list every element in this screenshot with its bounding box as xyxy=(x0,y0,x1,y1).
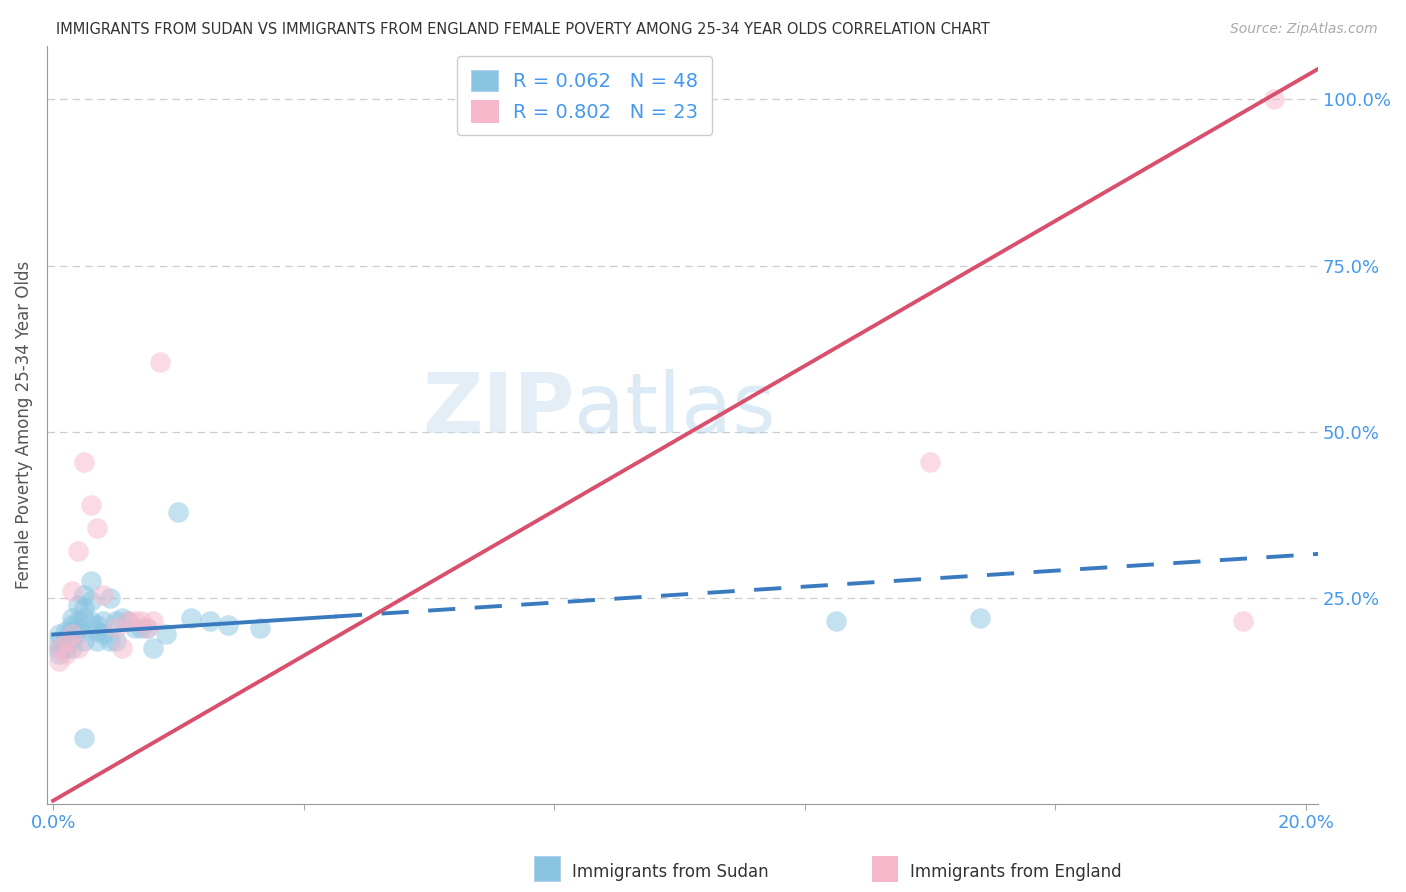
Point xyxy=(149,355,172,369)
Point xyxy=(73,455,96,469)
Point xyxy=(86,624,108,639)
Point xyxy=(67,598,90,612)
Point xyxy=(73,588,96,602)
Point xyxy=(136,621,159,635)
Point xyxy=(180,611,202,625)
Point xyxy=(55,640,77,655)
Point xyxy=(48,640,70,655)
Point xyxy=(91,627,114,641)
Point xyxy=(80,498,103,512)
Point xyxy=(1232,614,1254,628)
Point xyxy=(80,594,103,608)
Point xyxy=(86,521,108,535)
Legend: R = 0.062   N = 48, R = 0.802   N = 23: R = 0.062 N = 48, R = 0.802 N = 23 xyxy=(457,56,711,136)
Point xyxy=(67,627,90,641)
Point xyxy=(104,614,127,628)
Point xyxy=(136,621,159,635)
Point xyxy=(60,584,83,599)
Point xyxy=(48,627,70,641)
Point xyxy=(73,731,96,745)
Point xyxy=(86,634,108,648)
Point xyxy=(60,627,83,641)
Text: atlas: atlas xyxy=(575,369,776,450)
Point xyxy=(249,621,271,635)
Point xyxy=(918,455,941,469)
Point xyxy=(142,640,165,655)
Point xyxy=(167,504,190,518)
Point xyxy=(48,654,70,668)
Point xyxy=(104,621,127,635)
Point xyxy=(825,614,848,628)
Point xyxy=(60,611,83,625)
Point xyxy=(67,614,90,628)
Point xyxy=(104,634,127,648)
Point xyxy=(86,617,108,632)
Point xyxy=(60,624,83,639)
Point xyxy=(117,614,139,628)
Point xyxy=(117,614,139,628)
Point xyxy=(55,631,77,645)
Point xyxy=(60,617,83,632)
Point xyxy=(60,640,83,655)
Point xyxy=(73,611,96,625)
Point xyxy=(91,588,114,602)
Point xyxy=(98,591,121,605)
Point xyxy=(218,617,240,632)
Point xyxy=(55,634,77,648)
Point xyxy=(142,614,165,628)
Point xyxy=(111,640,134,655)
Y-axis label: Female Poverty Among 25-34 Year Olds: Female Poverty Among 25-34 Year Olds xyxy=(15,261,32,590)
Point xyxy=(67,544,90,558)
Point xyxy=(91,614,114,628)
Point xyxy=(73,600,96,615)
Point xyxy=(124,621,146,635)
Point xyxy=(969,611,991,625)
Point xyxy=(55,624,77,639)
Text: Source: ZipAtlas.com: Source: ZipAtlas.com xyxy=(1230,22,1378,37)
Point xyxy=(60,631,83,645)
Point xyxy=(73,634,96,648)
Point xyxy=(80,574,103,589)
Text: Immigrants from England: Immigrants from England xyxy=(910,863,1122,881)
Point xyxy=(198,614,221,628)
Point xyxy=(129,621,152,635)
Point xyxy=(1263,92,1285,106)
Point xyxy=(48,640,70,655)
Point xyxy=(98,634,121,648)
Text: Immigrants from Sudan: Immigrants from Sudan xyxy=(572,863,769,881)
Point xyxy=(67,640,90,655)
Point xyxy=(55,634,77,648)
Text: IMMIGRANTS FROM SUDAN VS IMMIGRANTS FROM ENGLAND FEMALE POVERTY AMONG 25-34 YEAR: IMMIGRANTS FROM SUDAN VS IMMIGRANTS FROM… xyxy=(56,22,990,37)
Point xyxy=(155,627,177,641)
Point xyxy=(48,648,70,662)
Point xyxy=(67,621,90,635)
Point xyxy=(48,634,70,648)
Point xyxy=(129,614,152,628)
Point xyxy=(80,614,103,628)
Point xyxy=(55,648,77,662)
Point xyxy=(124,614,146,628)
Point xyxy=(111,611,134,625)
Text: ZIP: ZIP xyxy=(422,369,575,450)
